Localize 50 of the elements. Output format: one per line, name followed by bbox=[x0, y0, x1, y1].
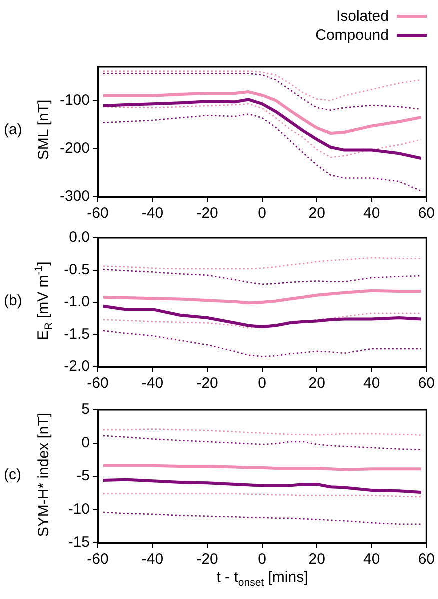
y-tick-label: -15 bbox=[68, 534, 90, 552]
x-tick-label: 0 bbox=[258, 205, 266, 222]
y-tick-label: -0.5 bbox=[64, 261, 90, 278]
x-axis-title: t - t$_{onset}$ [mins] bbox=[216, 569, 308, 589]
y-tick-label: -1.5 bbox=[64, 326, 90, 343]
y-tick-label: -200 bbox=[60, 140, 90, 157]
x-tick-label: 40 bbox=[364, 205, 380, 222]
line-series bbox=[102, 73, 422, 111]
x-tick-label: -60 bbox=[87, 375, 109, 392]
x-tick-label: -20 bbox=[196, 551, 218, 568]
x-tick-label: 60 bbox=[418, 551, 435, 568]
text: (b) bbox=[4, 292, 22, 309]
y-tick-label: -1.0 bbox=[64, 294, 90, 311]
y-tick-label: 5 bbox=[82, 401, 90, 418]
line-series bbox=[102, 512, 422, 526]
legend-label: Isolated bbox=[336, 8, 389, 25]
y-axis-title: SYM-H* index [nT] bbox=[36, 412, 52, 537]
line-series bbox=[102, 268, 422, 286]
text: (a) bbox=[4, 122, 22, 138]
y-tick-label: -10 bbox=[68, 500, 90, 518]
line-series bbox=[102, 330, 422, 358]
legend-label: Compound bbox=[316, 27, 389, 44]
y-tick-label: -2.0 bbox=[64, 358, 90, 376]
x-tick-label: -40 bbox=[142, 375, 164, 392]
x-tick-label: -40 bbox=[142, 551, 164, 568]
y-tick-label: -100 bbox=[60, 92, 90, 109]
x-tick-label: 0 bbox=[258, 551, 266, 568]
text: (c) bbox=[4, 466, 22, 483]
x-tick-label: -20 bbox=[196, 375, 218, 392]
x-tick-label: -60 bbox=[87, 551, 109, 568]
x-tick-label: -40 bbox=[142, 205, 164, 222]
x-tick-label: 20 bbox=[308, 375, 326, 392]
x-tick-label: 60 bbox=[418, 375, 435, 392]
line-series bbox=[102, 114, 422, 192]
line-series bbox=[102, 257, 422, 270]
y-axis-title: SML [nT] bbox=[36, 100, 52, 160]
x-tick-label: 60 bbox=[418, 205, 435, 222]
y-tick-label: 0.0 bbox=[69, 229, 90, 246]
y-tick-label: 0 bbox=[82, 434, 90, 452]
x-tick-label: 20 bbox=[308, 551, 326, 568]
line-series bbox=[102, 70, 422, 102]
x-tick-label: 40 bbox=[364, 551, 380, 568]
x-tick-label: -60 bbox=[87, 205, 109, 222]
x-tick-label: -20 bbox=[196, 205, 218, 222]
y-tick-label: -5 bbox=[76, 468, 90, 485]
line-series bbox=[102, 435, 422, 451]
x-tick-label: 20 bbox=[308, 205, 326, 222]
y-tick-label: -300 bbox=[60, 188, 90, 206]
x-tick-label: 0 bbox=[258, 375, 266, 392]
x-tick-label: 40 bbox=[364, 375, 380, 392]
